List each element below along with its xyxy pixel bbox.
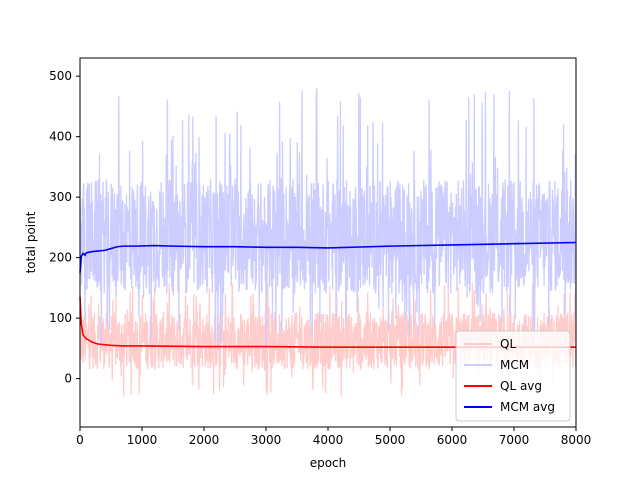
- y-tick-label: 100: [49, 311, 72, 325]
- x-tick-label: 8000: [561, 433, 592, 447]
- x-tick-label: 1000: [127, 433, 158, 447]
- series-line-mcm-avg: [79, 241, 577, 273]
- legend-label-ql-avg: QL avg: [500, 379, 542, 393]
- legend-label-mcm-avg: MCM avg: [500, 400, 555, 414]
- legend: QL MCM QL avg MCM avg: [455, 330, 571, 422]
- x-tick-label: 3000: [251, 433, 282, 447]
- raw-series-layer: [80, 88, 576, 397]
- x-tick-label: 7000: [499, 433, 530, 447]
- x-axis-label: epoch: [310, 456, 347, 470]
- ticks: 0 1000 2000 3000 4000 5000 6000 7000 8000 0 100 200…: [49, 69, 591, 447]
- series-line-ql-avg: [79, 296, 576, 348]
- avg-series-layer: [79, 241, 577, 348]
- x-tick-label: 0: [76, 433, 84, 447]
- y-axis-label: total point: [24, 211, 38, 273]
- x-tick-label: 4000: [313, 433, 344, 447]
- y-tick-label: 0: [64, 372, 72, 386]
- y-tick-label: 300: [49, 190, 72, 204]
- series-line-ql: [80, 283, 576, 397]
- y-tick-label: 400: [49, 130, 72, 144]
- legend-label-mcm: MCM: [500, 358, 529, 372]
- series-line-mcm: [80, 88, 576, 349]
- x-tick-label: 5000: [375, 433, 406, 447]
- legend-label-ql: QL: [500, 337, 516, 351]
- legend-box: [455, 330, 571, 422]
- y-tick-label: 500: [49, 69, 72, 83]
- y-tick-label: 200: [49, 251, 72, 265]
- x-tick-label: 2000: [189, 433, 220, 447]
- x-tick-label: 6000: [437, 433, 468, 447]
